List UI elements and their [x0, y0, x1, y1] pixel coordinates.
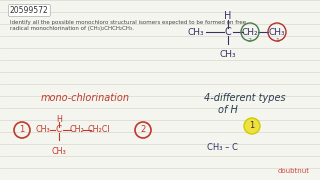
- Text: CH₃ – C: CH₃ – C: [207, 143, 237, 152]
- Text: CH₃: CH₃: [52, 147, 66, 156]
- Text: H: H: [224, 11, 232, 21]
- Circle shape: [244, 118, 260, 134]
- Text: 1: 1: [249, 122, 255, 130]
- Text: 1: 1: [20, 125, 25, 134]
- Text: H: H: [56, 114, 62, 123]
- Text: mono-chlorination: mono-chlorination: [41, 93, 130, 103]
- Text: C: C: [225, 27, 231, 37]
- Text: 1: 1: [275, 37, 279, 42]
- Text: CH₂: CH₂: [70, 125, 84, 134]
- Text: CH₂: CH₂: [242, 28, 258, 37]
- Text: 2: 2: [248, 37, 252, 42]
- Text: 4-different types: 4-different types: [204, 93, 286, 103]
- Text: CH₃: CH₃: [220, 50, 236, 59]
- Text: CH₃: CH₃: [36, 125, 51, 134]
- Text: 2: 2: [140, 125, 146, 134]
- Text: CH₃: CH₃: [269, 28, 285, 37]
- Text: C: C: [56, 125, 62, 134]
- Text: CH₃: CH₃: [188, 28, 204, 37]
- Text: 20599572: 20599572: [10, 6, 49, 15]
- Text: doubtnut: doubtnut: [278, 168, 310, 174]
- Text: CH₂Cl: CH₂Cl: [88, 125, 110, 134]
- Text: of H: of H: [218, 105, 238, 115]
- Text: Identify all the possible monochloro structural isomers expected to be formed on: Identify all the possible monochloro str…: [10, 20, 246, 31]
